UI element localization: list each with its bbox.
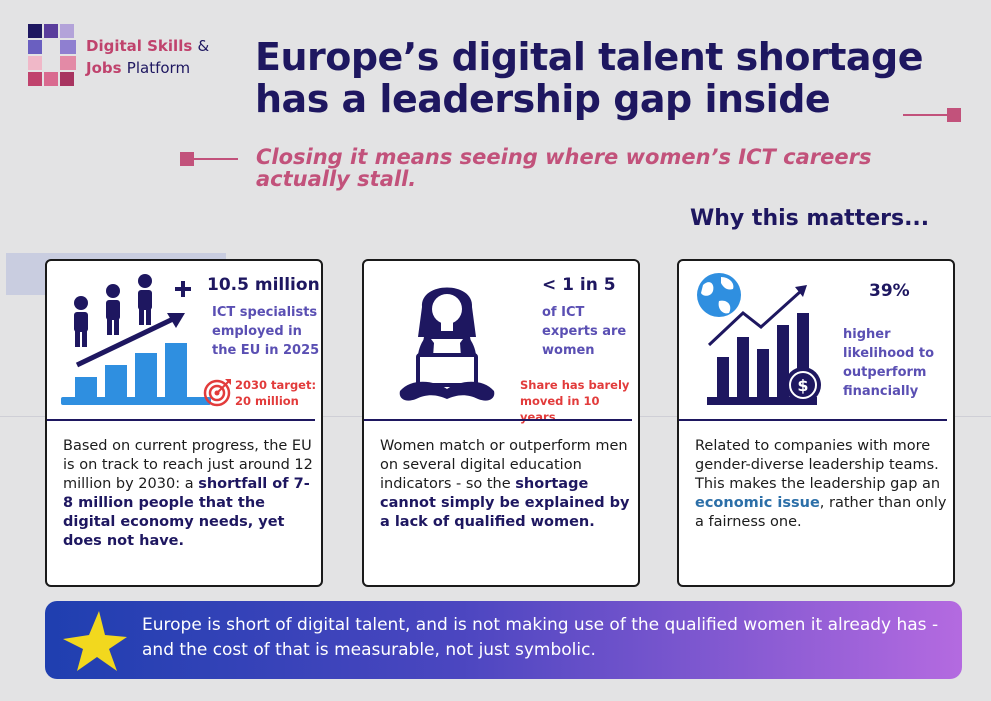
- why-heading: Why this matters...: [690, 206, 930, 231]
- stat-card-women-share: < 1 in 5 of ICT experts are women Share …: [362, 259, 640, 587]
- card-body-text: Based on current progress, the EU is on …: [63, 438, 313, 549]
- star-icon: [63, 611, 127, 671]
- card-body-text: Related to companies with more gender-di…: [695, 438, 947, 530]
- title-decoration-icon: [903, 108, 961, 122]
- page-subtitle: Closing it means seeing where women’s IC…: [256, 146, 956, 190]
- page-subtitle-line1: Closing it means seeing where women’s IC…: [256, 145, 872, 169]
- stat-description: of ICT experts are women: [542, 305, 627, 358]
- stat-value: 10.5 million: [207, 275, 320, 295]
- subtitle-decoration-icon: [180, 152, 238, 166]
- page-title: Europe’s digital talent shortage has a l…: [255, 36, 975, 120]
- woman-with-laptop-icon: [399, 287, 495, 401]
- page-subtitle-line2: actually stall.: [256, 167, 417, 191]
- summary-banner: Europe is short of digital talent, and i…: [45, 601, 962, 679]
- stat-description: higher likelihood to outperform financia…: [843, 327, 935, 399]
- target-icon: [203, 379, 231, 407]
- logo-mark-icon: [28, 24, 76, 86]
- platform-logo: Digital Skills & Jobs Platform: [28, 24, 228, 88]
- trend-note: Share has barely moved in 10 years: [520, 378, 630, 424]
- globe-bar-chart-money-icon: $: [697, 273, 821, 405]
- logo-text-line2: Jobs Platform: [86, 59, 191, 77]
- stat-card-financial-performance: $ 39% higher likelihood to outperform fi…: [677, 259, 955, 587]
- stat-description: ICT specialists employed in the EU in 20…: [212, 305, 320, 358]
- stat-card-ict-specialists: 10.5 million ICT specialists employed in…: [45, 259, 323, 587]
- card-body-text: Women match or outperform men on several…: [380, 438, 630, 530]
- card-divider: [679, 419, 947, 421]
- page-title-line1: Europe’s digital talent shortage: [255, 35, 923, 79]
- stat-value: < 1 in 5: [542, 275, 616, 295]
- people-growth-chart-icon: [61, 274, 211, 405]
- page-title-line2: has a leadership gap inside: [255, 77, 831, 121]
- svg-text:$: $: [797, 376, 808, 395]
- card-divider: [47, 419, 315, 421]
- card-divider: [364, 419, 632, 421]
- stat-value: 39%: [869, 281, 910, 301]
- logo-text-line1: Digital Skills &: [86, 37, 210, 55]
- target-note: 2030 target: 20 million: [235, 378, 317, 408]
- summary-banner-text: Europe is short of digital talent, and i…: [142, 615, 939, 660]
